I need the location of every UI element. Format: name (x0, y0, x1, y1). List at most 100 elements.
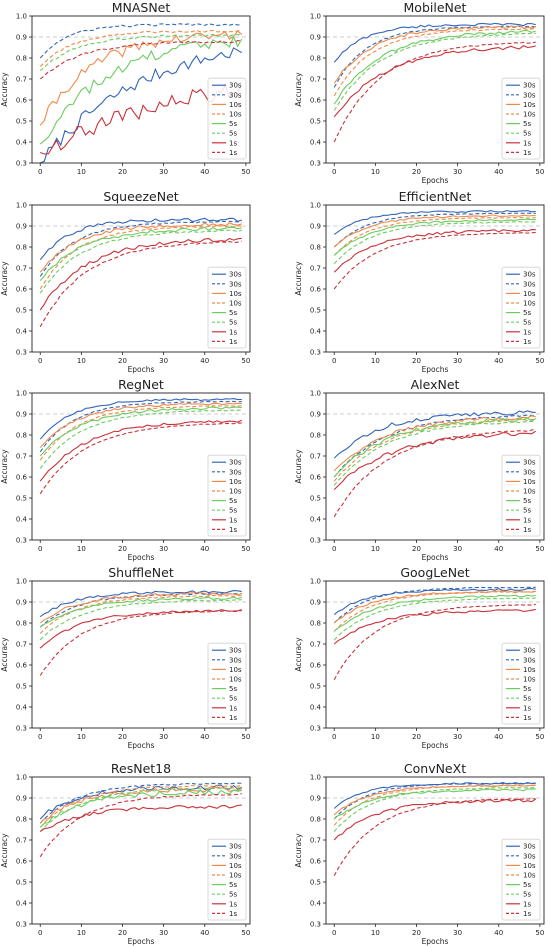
legend-label: 1s (229, 526, 237, 534)
y-tick-label: 0.4 (310, 900, 322, 908)
x-axis-label: Epochs (422, 365, 449, 374)
chart-title: ConvNeXt (404, 761, 466, 776)
x-axis-label: Epochs (128, 937, 155, 946)
series-line (39, 793, 242, 858)
series-line (333, 410, 536, 459)
series-line (39, 33, 242, 72)
series-line (333, 429, 536, 518)
legend-box (501, 838, 541, 921)
legend-label: 30s (523, 82, 536, 90)
x-axis-label: Epochs (128, 741, 155, 750)
y-tick-label: 0.7 (16, 641, 27, 649)
legend-label: 30s (229, 843, 242, 851)
y-axis-label: Accuracy (0, 449, 9, 484)
x-axis-label: Epochs (422, 176, 449, 185)
legend-label: 1s (229, 900, 237, 908)
x-tick-label: 0 (332, 545, 336, 553)
series-line (333, 216, 536, 256)
x-axis-label: Epochs (128, 365, 155, 374)
chart-panel: EfficientNet 0.3 0.4 0.5 0.6 0.7 0.8 0.9 1.0 0 10 2… (294, 189, 545, 374)
y-tick-label: 0.9 (310, 223, 321, 231)
legend-label: 30s (229, 91, 242, 99)
legend-label: 5s (229, 497, 237, 505)
legend-box (501, 454, 541, 537)
y-axis-label: Accuracy (294, 833, 303, 868)
legend-label: 10s (523, 676, 536, 684)
series-line (333, 221, 536, 265)
y-tick-label: 1.0 (16, 774, 27, 782)
y-axis-label: Accuracy (0, 833, 9, 868)
legend-label: 1s (523, 516, 531, 524)
y-tick-label: 1.0 (310, 578, 321, 586)
legend-label: 10s (523, 290, 536, 298)
y-tick-label: 0.9 (310, 411, 321, 419)
series-line (333, 231, 536, 290)
legend-label: 1s (229, 516, 237, 524)
y-tick-label: 0.4 (310, 516, 322, 524)
series-line (39, 35, 243, 145)
legend-label: 1s (229, 704, 237, 712)
y-axis-label: Accuracy (294, 72, 303, 107)
y-tick-label: 0.9 (310, 34, 321, 42)
series-line (333, 586, 536, 624)
series-line (333, 229, 536, 273)
x-axis-label: Epochs (422, 553, 449, 562)
x-tick-label: 50 (535, 357, 544, 365)
legend-label: 10s (523, 478, 536, 486)
series-line (39, 592, 242, 624)
plot-frame (325, 580, 545, 729)
x-tick-label: 30 (453, 357, 462, 365)
y-tick-label: 0.8 (16, 244, 27, 252)
y-tick-label: 0.6 (16, 97, 28, 105)
x-tick-label: 40 (494, 545, 503, 553)
legend-box (501, 642, 541, 725)
series-line (39, 596, 242, 628)
x-tick-label: 30 (159, 357, 168, 365)
x-tick-label: 0 (38, 168, 42, 176)
legend-box (501, 77, 541, 160)
x-tick-label: 10 (77, 733, 86, 741)
y-tick-label: 0.3 (16, 160, 27, 168)
y-tick-label: 1.0 (16, 13, 27, 21)
legend-label: 30s (523, 647, 536, 655)
plot-frame (31, 204, 251, 353)
legend-label: 1s (229, 149, 237, 157)
x-axis-label: Epochs (128, 553, 155, 562)
y-tick-label: 0.5 (310, 495, 321, 503)
legend-label: 30s (523, 271, 536, 279)
legend-box (207, 454, 247, 537)
x-tick-label: 40 (200, 357, 209, 365)
legend-label: 1s (229, 328, 237, 336)
x-tick-label: 10 (371, 733, 380, 741)
y-tick-label: 0.5 (16, 307, 27, 315)
y-tick-label: 0.9 (16, 411, 27, 419)
series-line (39, 40, 242, 80)
legend-label: 10s (229, 676, 242, 684)
y-tick-label: 0.4 (310, 328, 322, 336)
chart-title: ResNet18 (111, 761, 171, 776)
x-tick-label: 10 (77, 545, 86, 553)
y-axis-label: Accuracy (0, 72, 9, 107)
series-line (39, 29, 242, 67)
series-line (333, 603, 536, 680)
legend-label: 10s (229, 290, 242, 298)
legend-label: 1s (523, 328, 531, 336)
series-line (333, 45, 536, 118)
legend-label: 30s (229, 459, 242, 467)
x-tick-label: 10 (77, 929, 86, 937)
legend-label: 1s (523, 900, 531, 908)
x-tick-label: 30 (159, 545, 168, 553)
plot-frame (325, 204, 545, 353)
legend-label: 30s (523, 280, 536, 288)
series-line (333, 212, 536, 248)
legend-label: 30s (523, 852, 536, 860)
y-tick-label: 0.7 (16, 453, 27, 461)
x-tick-label: 40 (200, 929, 209, 937)
series-line (39, 786, 242, 832)
series-line (39, 422, 242, 495)
legend-label: 1s (523, 910, 531, 918)
plot-frame (31, 15, 251, 164)
